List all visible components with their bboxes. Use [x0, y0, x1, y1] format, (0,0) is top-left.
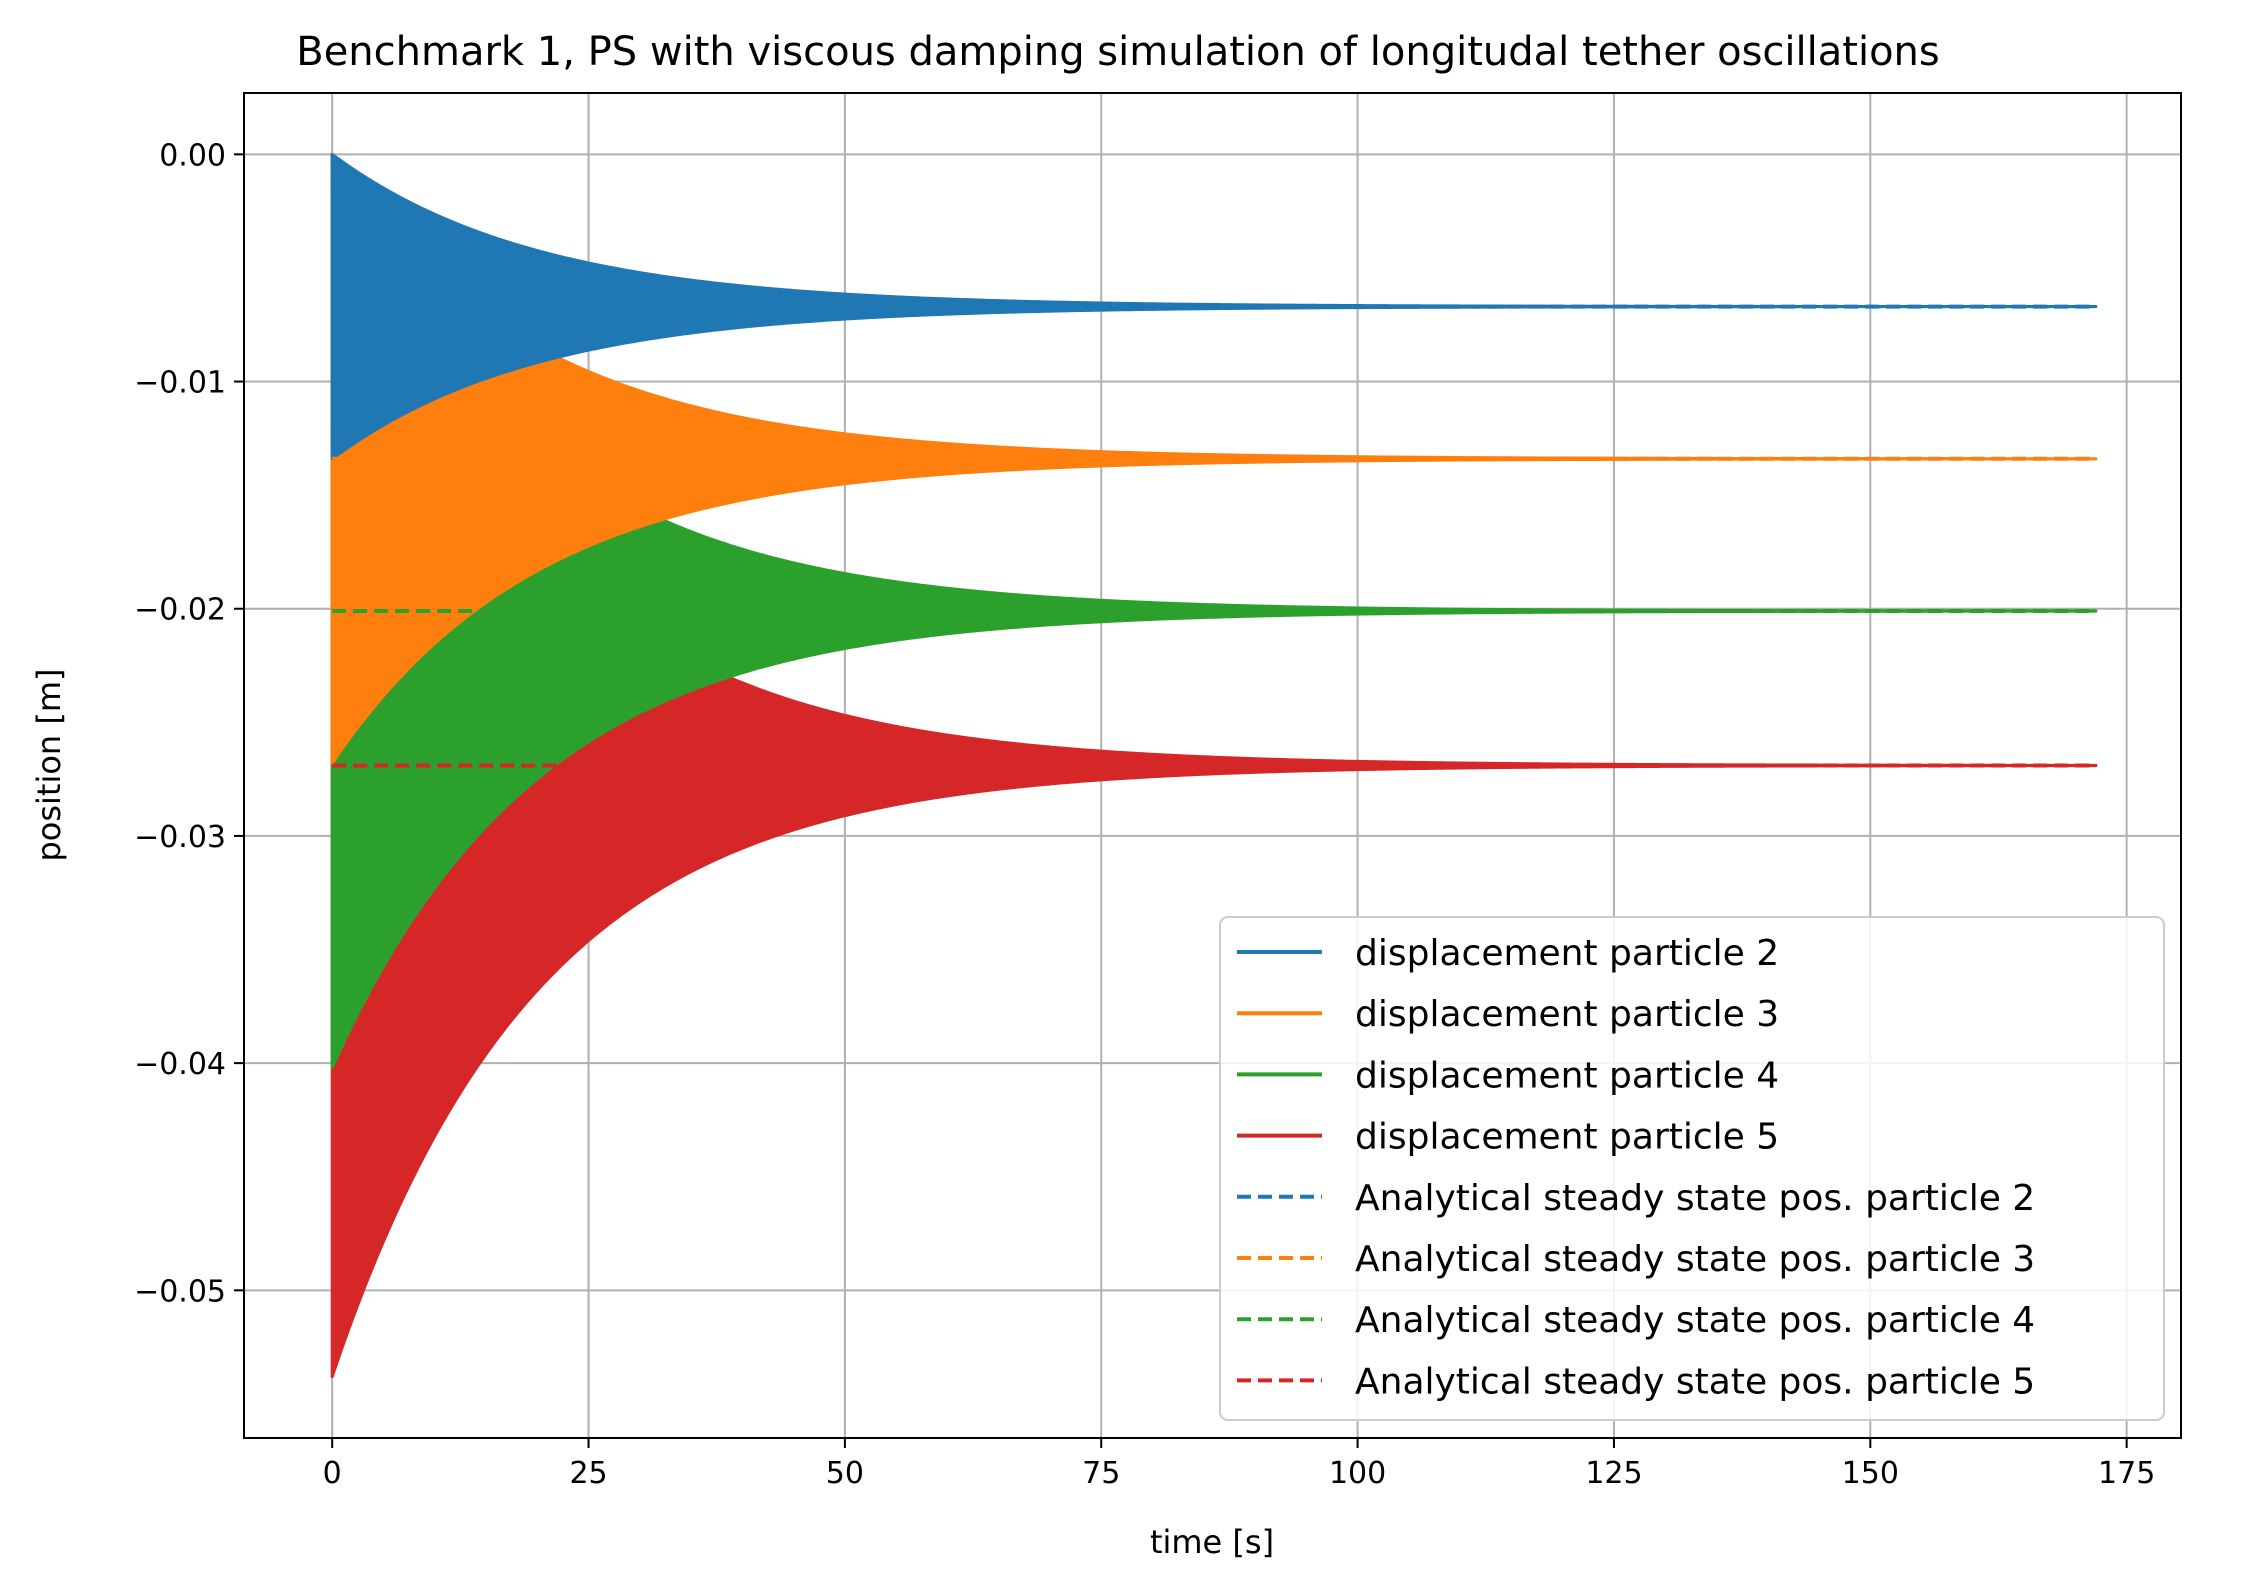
y-tick-label: 0.00: [159, 138, 226, 173]
chart-title: Benchmark 1, PS with viscous damping sim…: [296, 29, 1939, 75]
x-tick-label: 0: [323, 1456, 342, 1491]
legend-label: Analytical steady state pos. particle 4: [1355, 1300, 2035, 1341]
x-tick-label: 50: [826, 1456, 864, 1491]
y-tick-label: −0.02: [134, 593, 226, 628]
series-displacement-particle-3: [330, 152, 2098, 765]
y-tick-label: −0.04: [134, 1047, 226, 1082]
y-axis: 0.00 −0.01 −0.02 −0.03 −0.04 −0.05: [134, 138, 244, 1309]
plot-frame: [243, 92, 2182, 1439]
legend-label: Analytical steady state pos. particle 5: [1355, 1361, 2035, 1402]
x-tick-label: 150: [1842, 1456, 1899, 1491]
legend-label: displacement particle 4: [1355, 1055, 1779, 1096]
y-tick-label: −0.05: [134, 1274, 226, 1309]
series-displacement-particle-2: [330, 152, 2098, 461]
legend-label: displacement particle 3: [1355, 994, 1779, 1035]
x-axis: 0 25 50 75 100 125 150 175: [323, 1438, 2155, 1491]
legend-label: displacement particle 2: [1355, 933, 1779, 974]
legend-box: [1219, 916, 2165, 1421]
y-tick-label: −0.03: [134, 820, 226, 855]
x-tick-label: 25: [569, 1456, 607, 1491]
legend-label: displacement particle 5: [1355, 1117, 1779, 1158]
x-axis-label: time [s]: [1150, 1523, 1274, 1561]
series-fills: [330, 152, 2098, 1379]
y-axis-label: position [m]: [30, 668, 68, 861]
y-tick-label: −0.01: [134, 366, 226, 401]
series-displacement-particle-5: [330, 152, 2098, 1379]
legend-label: Analytical steady state pos. particle 2: [1355, 1178, 2035, 1219]
x-tick-label: 175: [2098, 1456, 2155, 1491]
x-tick-label: 125: [1585, 1456, 1642, 1491]
x-tick-label: 100: [1329, 1456, 1386, 1491]
series-displacement-particle-4: [330, 152, 2098, 1070]
legend: displacement particle 2 displacement part…: [1219, 916, 2165, 1421]
legend-label: Analytical steady state pos. particle 3: [1355, 1239, 2035, 1280]
x-tick-label: 75: [1082, 1456, 1120, 1491]
